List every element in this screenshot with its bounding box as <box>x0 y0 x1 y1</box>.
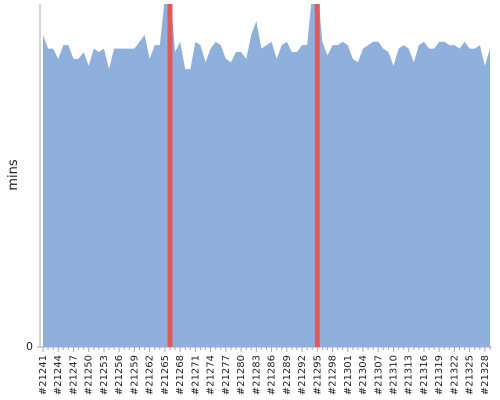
x-tick-label: #21295 <box>312 355 323 395</box>
plot-area <box>43 4 490 347</box>
x-tick-label: #21328 <box>480 355 491 395</box>
x-tick-label: #21289 <box>282 355 293 395</box>
x-tick-label: #21241 <box>38 355 49 395</box>
x-tick-label: #21313 <box>404 355 415 395</box>
x-tick-label: #21277 <box>221 355 232 395</box>
x-tick-label: #21256 <box>114 355 125 395</box>
x-tick-label: #21301 <box>343 355 354 395</box>
x-tick-label: #21274 <box>206 355 217 395</box>
x-tick-label: #21244 <box>53 355 64 395</box>
x-tick-label: #21268 <box>175 355 186 395</box>
x-tick-label: #21283 <box>251 355 262 395</box>
x-tick-label: #21280 <box>236 355 247 395</box>
marker-line <box>167 4 173 347</box>
x-tick-label: #21286 <box>267 355 278 395</box>
x-tick-label: #21316 <box>419 355 430 395</box>
y-axis-label: mins <box>6 159 21 191</box>
x-tick-label: #21250 <box>84 355 95 395</box>
x-tick-label: #21310 <box>388 355 399 395</box>
x-tick-label: #21298 <box>328 355 339 395</box>
x-tick-label: #21292 <box>297 355 308 395</box>
x-tick-label: #21247 <box>68 355 79 395</box>
x-tick-label: #21259 <box>129 355 140 395</box>
x-tick-label: #21265 <box>160 355 171 395</box>
x-tick-label: #21325 <box>465 355 476 395</box>
x-tick-label: #21322 <box>449 355 460 395</box>
x-tick-label: #21253 <box>99 355 110 395</box>
x-tick-label: #21304 <box>358 355 369 395</box>
y-tick-label: 0 <box>26 340 33 353</box>
x-tick-label: #21319 <box>434 355 445 395</box>
x-tick-label: #21262 <box>145 355 156 395</box>
marker-line <box>314 4 320 347</box>
x-tick-label: #21307 <box>373 355 384 395</box>
area <box>43 4 490 347</box>
x-tick-label: #21271 <box>190 355 201 395</box>
